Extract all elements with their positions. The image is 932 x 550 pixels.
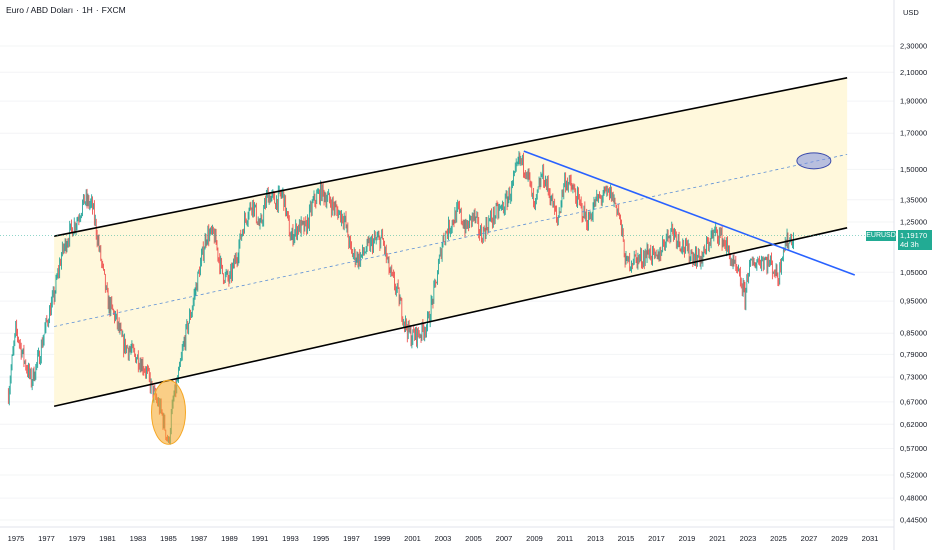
low-highlight-ellipse[interactable] — [151, 379, 186, 445]
target-ellipse[interactable] — [796, 152, 832, 170]
y-tick-label: 1,25000 — [900, 217, 927, 226]
x-tick-label: 1979 — [69, 534, 86, 543]
interval-label: 1H — [81, 5, 93, 15]
price-axis[interactable]: 2,30000 2,10000 1,90000 1,70000 1,50000 1,350… — [900, 42, 927, 525]
chart-title[interactable]: Euro / ABD Doları · 1H · FXCM — [6, 5, 129, 15]
y-tick-label: 1,70000 — [900, 129, 927, 138]
x-tick-label: 2027 — [801, 534, 818, 543]
y-tick-label: 0,79000 — [900, 350, 927, 359]
x-tick-label: 2025 — [770, 534, 787, 543]
x-tick-label: 2019 — [679, 534, 696, 543]
symbol-name: Euro / ABD Doları — [6, 5, 74, 15]
x-tick-label: 1997 — [343, 534, 360, 543]
y-tick-label: 1,35000 — [900, 195, 927, 204]
y-tick-label: 0,62000 — [900, 420, 927, 429]
currency-label[interactable]: USD — [903, 8, 919, 17]
x-tick-label: 2021 — [709, 534, 726, 543]
y-tick-label: 0,44500 — [900, 516, 927, 525]
channel-fill — [54, 77, 848, 407]
x-tick-label: 2013 — [587, 534, 604, 543]
y-tick-label: 0,73000 — [900, 373, 927, 382]
y-tick-label: 1,05000 — [900, 268, 927, 277]
exchange-label: FXCM — [101, 5, 126, 15]
x-tick-label: 2011 — [557, 534, 573, 543]
x-tick-label: 1981 — [99, 534, 116, 543]
last-price-badge: 1,19170 4d 3h — [898, 229, 932, 250]
x-tick-label: 1991 — [252, 534, 269, 543]
x-tick-label: 1985 — [160, 534, 177, 543]
x-tick-label: 2015 — [618, 534, 635, 543]
y-tick-label: 0,67000 — [900, 397, 927, 406]
x-tick-label: 1995 — [313, 534, 330, 543]
x-tick-label: 2005 — [465, 534, 482, 543]
channel-upper-line[interactable] — [53, 77, 848, 237]
x-tick-label: 1993 — [282, 534, 299, 543]
y-tick-label: 0,95000 — [900, 297, 927, 306]
x-tick-label: 1975 — [8, 534, 25, 543]
x-tick-label: 2007 — [496, 534, 513, 543]
last-price-value: 1,19170 — [900, 230, 928, 240]
x-tick-label: 1987 — [191, 534, 208, 543]
channel-lower-line[interactable] — [53, 227, 848, 408]
x-tick-label: 2023 — [740, 534, 757, 543]
title-separator: · — [95, 5, 99, 15]
y-tick-label: 0,85000 — [900, 329, 927, 338]
x-tick-label: 2031 — [862, 534, 879, 543]
y-tick-label: 0,52000 — [900, 471, 927, 480]
x-tick-label: 2001 — [404, 534, 421, 543]
y-tick-label: 0,57000 — [900, 444, 927, 453]
y-tick-label: 2,30000 — [900, 42, 927, 51]
x-tick-label: 2029 — [831, 534, 848, 543]
y-tick-label: 1,50000 — [900, 165, 927, 174]
y-tick-label: 0,48000 — [900, 494, 927, 503]
x-tick-label: 1999 — [374, 534, 391, 543]
x-tick-label: 2003 — [435, 534, 452, 543]
x-tick-label: 2017 — [648, 534, 665, 543]
x-tick-label: 1989 — [221, 534, 238, 543]
title-separator: · — [76, 5, 79, 15]
time-axis[interactable]: 1975 1977 1979 1981 1983 1985 1987 1989 1991 1993… — [8, 534, 879, 543]
descending-trendline[interactable] — [523, 150, 856, 276]
y-tick-label: 1,90000 — [900, 97, 927, 106]
x-tick-label: 1983 — [130, 534, 147, 543]
x-tick-label: 2009 — [526, 534, 543, 543]
symbol-badge: EURUSD — [866, 230, 896, 241]
y-tick-label: 2,10000 — [900, 68, 927, 77]
bar-countdown: 4d 3h — [900, 239, 919, 249]
x-tick-label: 1977 — [38, 534, 55, 543]
